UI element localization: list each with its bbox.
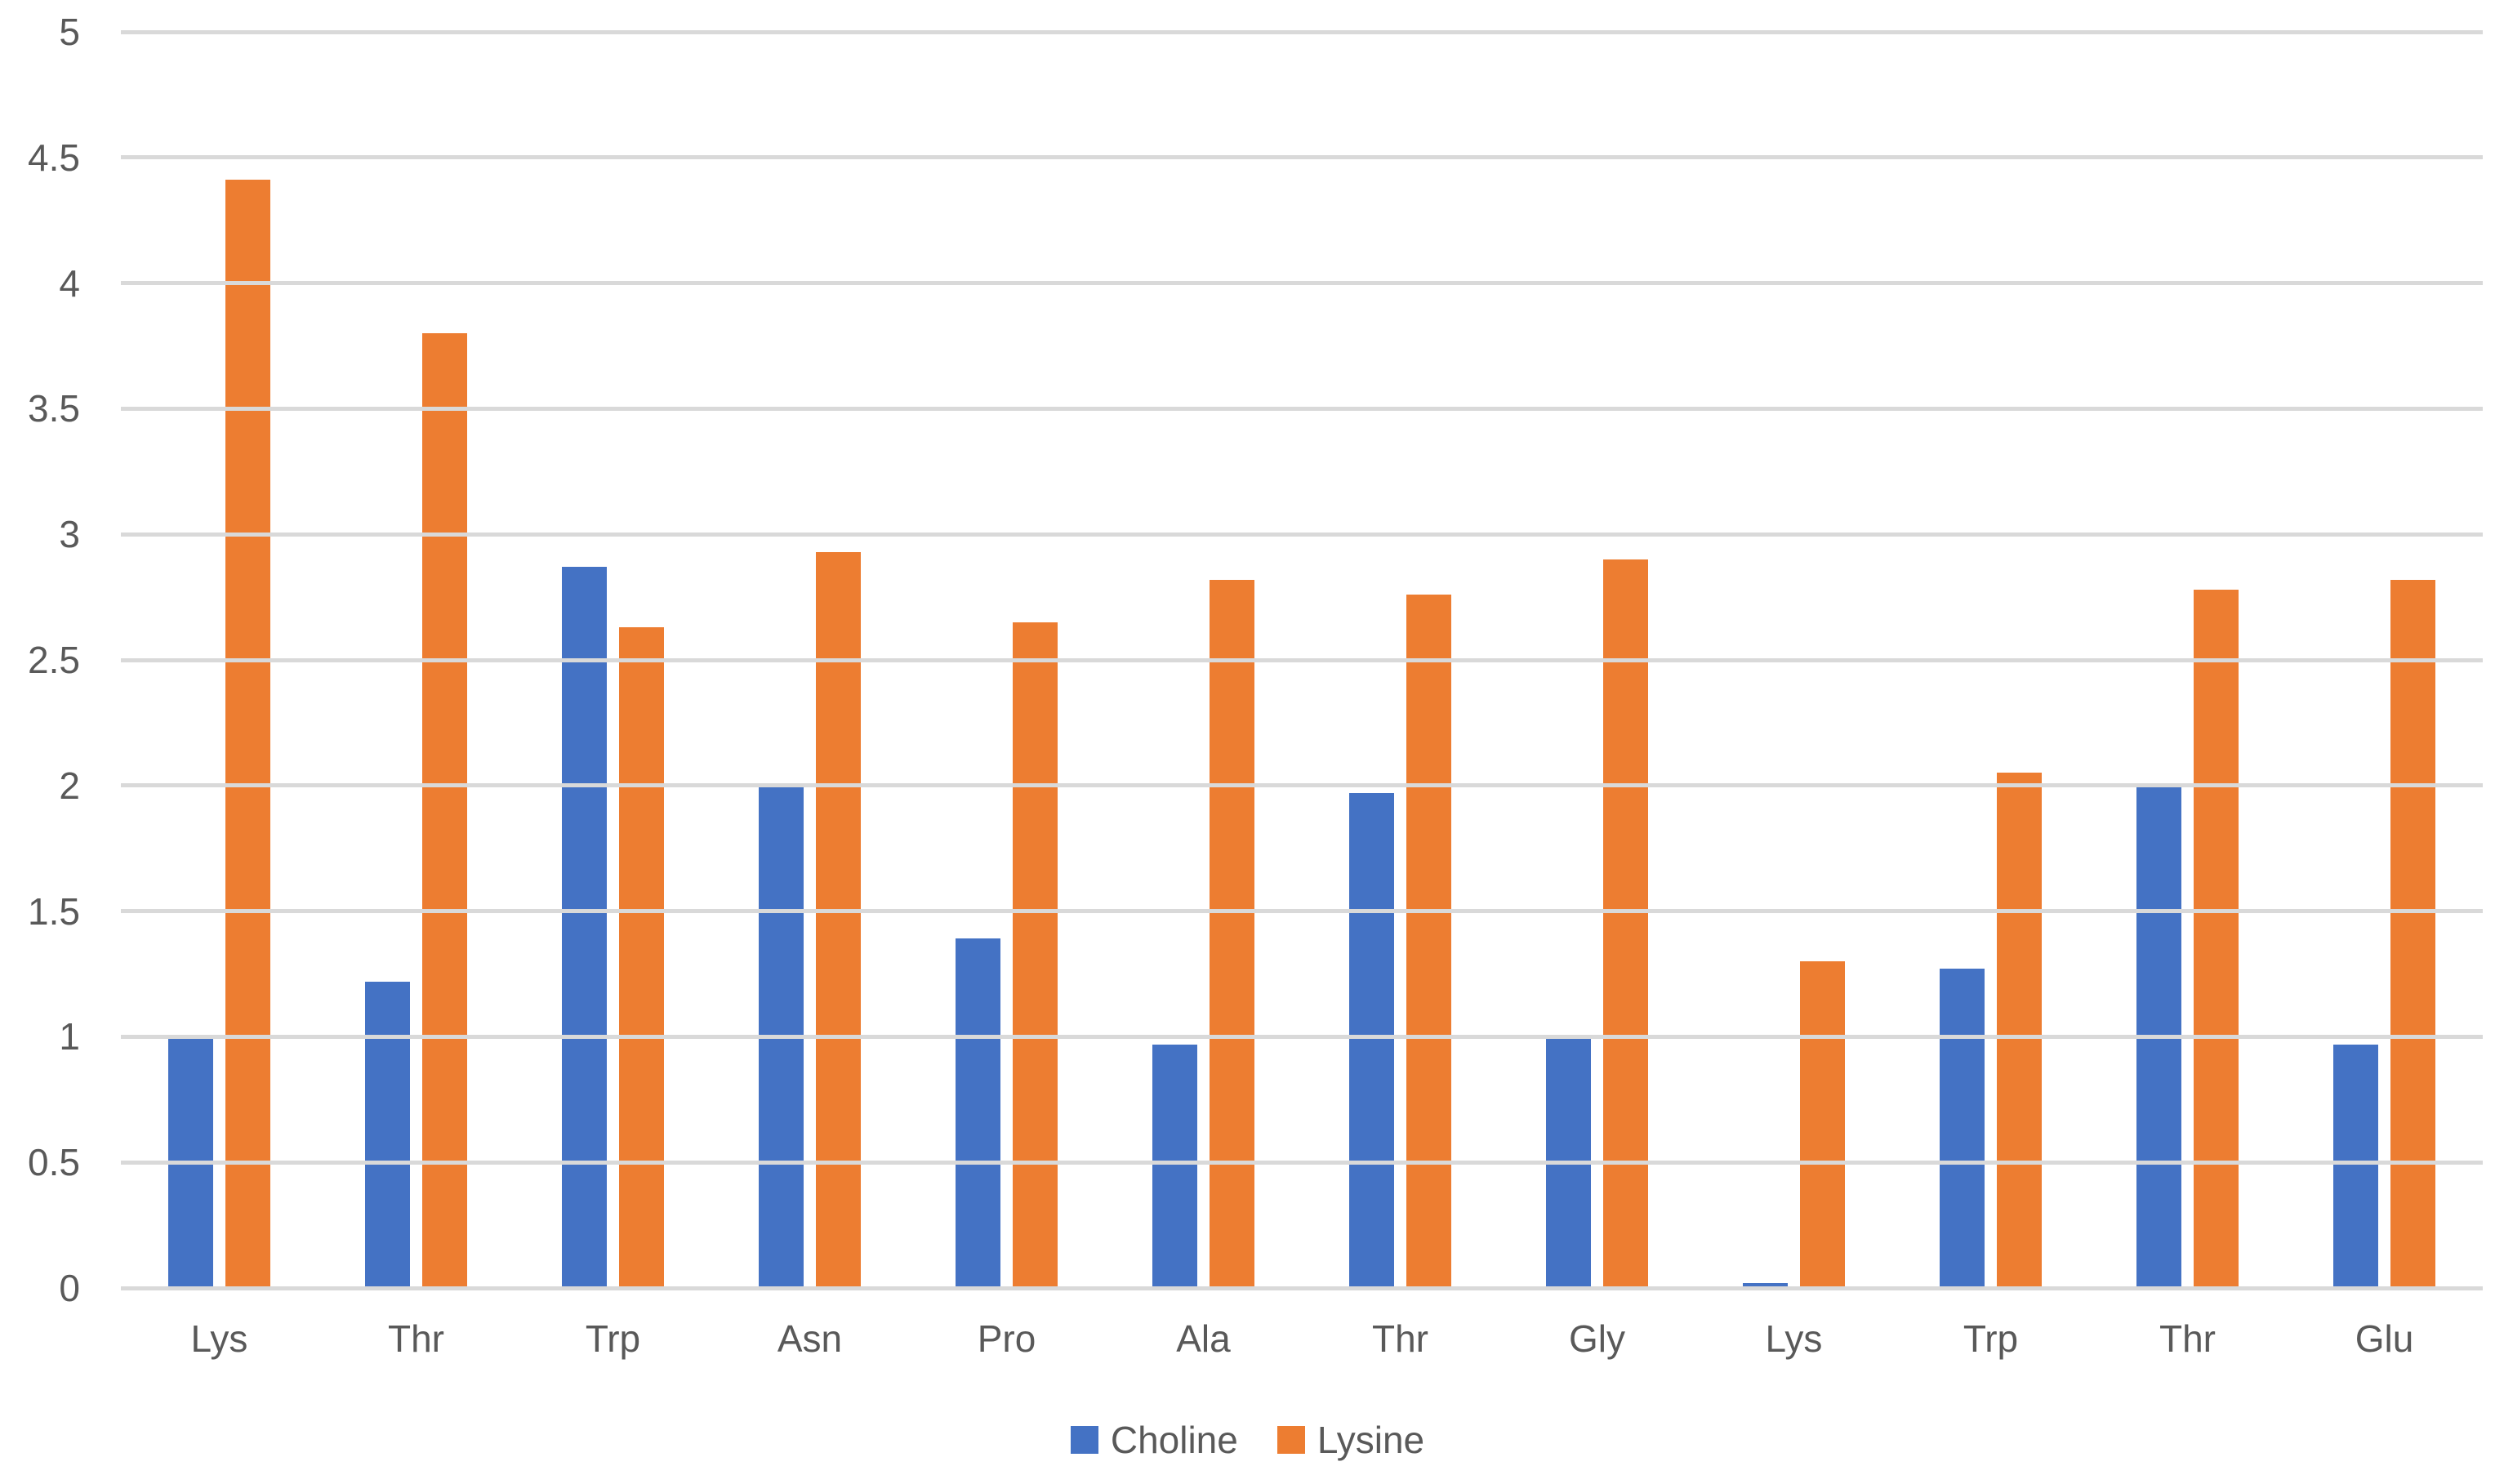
bar-group-thr — [1302, 32, 1499, 1288]
bar-lysine-gly — [1603, 559, 1648, 1288]
bar-choline-ala — [1152, 1044, 1197, 1288]
bar-group-trp — [1892, 32, 2089, 1288]
legend-item-choline: Choline — [1070, 1419, 1238, 1461]
y-axis-tick-label: 2.5 — [28, 639, 80, 681]
bar-choline-trp — [562, 567, 607, 1288]
bar-lysine-thr — [1406, 595, 1451, 1288]
bar-choline-lys — [1743, 1282, 1788, 1288]
x-axis-category-label: Trp — [1963, 1317, 2019, 1360]
gridline — [121, 532, 2483, 537]
x-axis-category-label: Thr — [2159, 1317, 2216, 1360]
gridline — [121, 657, 2483, 662]
x-axis-category-label: Lys — [1765, 1317, 1823, 1360]
plot-area — [121, 29, 2483, 1290]
bar-choline-thr — [1349, 793, 1394, 1288]
x-axis-category-label: Ala — [1176, 1317, 1231, 1360]
x-axis-category-label: Gly — [1569, 1317, 1625, 1360]
x-axis-category-label: Thr — [1372, 1317, 1428, 1360]
x-axis: Lys Thr Trp Asn Pro Ala Thr Gly Lys Trp Thr Glu — [121, 1317, 2483, 1361]
legend-label-choline: Choline — [1110, 1419, 1238, 1461]
legend-swatch-choline-icon — [1070, 1426, 1098, 1454]
legend: Choline Lysine — [0, 1421, 2495, 1459]
bar-group-glu — [2286, 32, 2483, 1288]
y-axis-tick-label: 4 — [59, 261, 80, 305]
bar-group-ala — [1105, 32, 1302, 1288]
x-axis-category-label: Glu — [2355, 1317, 2414, 1360]
x-axis-category-label: Pro — [977, 1317, 1036, 1360]
bar-lysine-lys — [1800, 961, 1845, 1288]
bar-lysine-trp — [619, 627, 664, 1288]
legend-swatch-lysine-icon — [1276, 1426, 1305, 1454]
bar-choline-trp — [1940, 969, 1985, 1288]
gridline — [121, 406, 2483, 411]
y-axis-tick-label: 0.5 — [28, 1141, 80, 1184]
gridline — [121, 909, 2483, 914]
bar-lysine-thr — [2194, 589, 2239, 1288]
bars-layer — [121, 32, 2483, 1288]
bar-lysine-glu — [2390, 579, 2435, 1288]
bar-group-lys — [1695, 32, 1892, 1288]
y-axis-tick-label: 3 — [59, 513, 80, 556]
gridline — [121, 1160, 2483, 1165]
x-axis-category-label: Lys — [190, 1317, 248, 1360]
y-axis-tick-label: 4.5 — [28, 136, 80, 179]
gridline — [121, 1286, 2483, 1290]
gridline — [121, 29, 2483, 34]
bar-group-lys — [121, 32, 318, 1288]
y-axis-tick-label: 1 — [59, 1015, 80, 1058]
y-axis-tick-label: 3.5 — [28, 387, 80, 430]
bar-group-asn — [711, 32, 908, 1288]
bar-choline-thr — [365, 981, 410, 1288]
y-axis-tick-label: 0 — [59, 1267, 80, 1309]
bar-lysine-pro — [1013, 622, 1058, 1288]
bar-group-pro — [908, 32, 1105, 1288]
x-axis-category-label: Thr — [388, 1317, 444, 1360]
bar-lysine-ala — [1210, 579, 1254, 1288]
y-axis-tick-label: 5 — [59, 11, 80, 53]
bar-lysine-thr — [422, 333, 467, 1288]
gridline — [121, 281, 2483, 286]
bar-lysine-asn — [816, 551, 861, 1288]
gridline — [121, 783, 2483, 788]
gridline — [121, 1034, 2483, 1039]
x-axis-category-label: Asn — [777, 1317, 843, 1360]
bar-lysine-lys — [225, 180, 270, 1288]
y-axis: 0 0.5 1 1.5 2 2.5 3 3.5 4 4.5 5 — [0, 13, 91, 1307]
gridline — [121, 155, 2483, 160]
bar-group-gly — [1499, 32, 1695, 1288]
y-axis-tick-label: 1.5 — [28, 889, 80, 933]
legend-item-lysine: Lysine — [1276, 1419, 1425, 1461]
bar-group-thr — [318, 32, 515, 1288]
legend-label-lysine: Lysine — [1317, 1419, 1425, 1461]
bar-group-trp — [515, 32, 711, 1288]
bar-choline-glu — [2333, 1044, 2378, 1288]
bar-lysine-trp — [1997, 773, 2042, 1288]
y-axis-tick-label: 2 — [59, 764, 80, 807]
x-axis-category-label: Trp — [585, 1317, 641, 1360]
bar-choline-pro — [956, 938, 1000, 1288]
